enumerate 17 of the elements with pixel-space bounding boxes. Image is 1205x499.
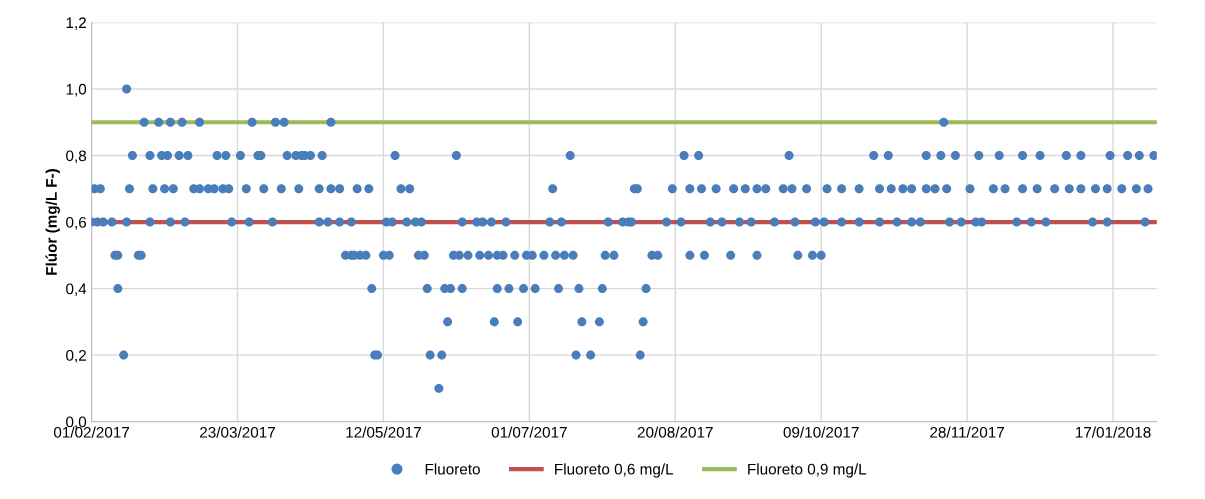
x-tick-label: 20/08/2017 — [637, 426, 713, 438]
y-tick-label: 0,2 — [66, 349, 86, 363]
y-tick-label: 1,2 — [66, 17, 86, 30]
legend-label: Fluoreto — [425, 463, 480, 475]
y-tick-label: 0,6 — [66, 216, 87, 230]
x-tick-label: 17/01/2018 — [1075, 426, 1151, 438]
legend-label: Fluoreto 0,6 mg/L — [555, 463, 674, 478]
x-tick-label: 28/11/2017 — [930, 426, 1005, 438]
x-tick-label: 09/10/2017 — [783, 426, 859, 438]
x-tick-label: 23/03/2017 — [200, 426, 275, 438]
y-tick-label: 0,8 — [66, 150, 87, 164]
legend-label: Fluoreto 0,9 mg/L — [748, 463, 867, 478]
y-axis-title: Flúor (mg/L F-) — [45, 169, 60, 275]
y-tick-label: 0,4 — [66, 283, 87, 297]
x-tick-label: 01/07/2017 — [491, 426, 567, 438]
y-tick-label: 1,0 — [66, 83, 87, 97]
x-tick-label: 12/05/2017 — [346, 426, 421, 438]
